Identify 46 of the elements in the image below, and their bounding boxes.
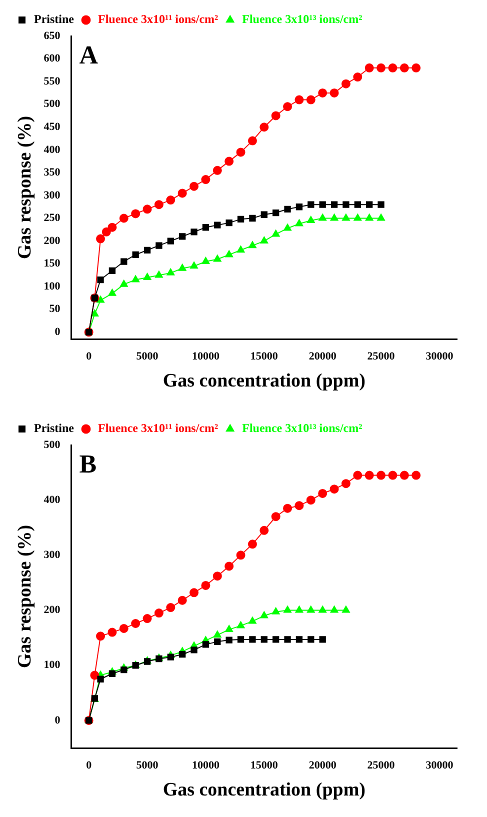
y-tick-label: 600 (44, 52, 61, 65)
x-tick-label: 25000 (367, 350, 396, 362)
x-tick-label: 0 (86, 350, 92, 362)
y-tick-label: 400 (44, 144, 61, 156)
legend-label: Pristine (34, 12, 75, 26)
legend-label: Fluence 3x10¹³ ions/cm² (242, 421, 363, 436)
x-tick-label: 15000 (250, 350, 278, 362)
y-tick-label: 300 (44, 549, 61, 562)
x-tick-label: 5000 (136, 350, 159, 362)
y-tick-label: 0 (54, 714, 61, 726)
y-tick-label: 300 (44, 189, 61, 202)
legend-label: Fluence 3x10¹³ ions/cm² (242, 12, 363, 26)
y-tick-label: 650 (44, 30, 61, 42)
x-tick-label: 0 (86, 759, 92, 772)
legend-label: Fluence 3x10¹¹ ions/cm² (98, 421, 219, 436)
x-tick-label: 20000 (308, 350, 337, 362)
annotation: A (79, 40, 98, 70)
legend-label: Pristine (34, 421, 75, 436)
x-tick-label: 10000 (192, 759, 220, 772)
y-axis-title: Gas response (%) (14, 524, 36, 668)
x-tick-label: 30000 (426, 350, 454, 362)
y-tick-label: 500 (44, 438, 61, 451)
y-tick-label: 150 (44, 258, 61, 270)
x-axis-title: Gas concentration (ppm) (162, 780, 366, 801)
y-tick-label: 450 (44, 120, 61, 133)
x-tick-label: 25000 (367, 759, 396, 772)
y-tick-label: 350 (44, 166, 61, 179)
x-tick-label: 20000 (308, 759, 337, 772)
y-tick-label: 0 (54, 326, 61, 338)
y-tick-label: 200 (44, 604, 61, 616)
x-tick-label: 10000 (192, 350, 220, 362)
y-axis-title: Gas response (%) (14, 116, 36, 260)
legend-label: Fluence 3x10¹¹ ions/cm² (98, 12, 219, 26)
y-tick-label: 100 (44, 280, 61, 292)
y-tick-label: 200 (44, 234, 61, 247)
x-tick-label: 5000 (136, 759, 159, 772)
x-tick-label: 15000 (250, 759, 278, 772)
y-tick-label: 50 (49, 303, 61, 316)
y-tick-label: 550 (44, 75, 61, 88)
y-tick-label: 500 (44, 98, 61, 110)
x-tick-label: 30000 (426, 759, 454, 772)
y-tick-label: 250 (44, 212, 61, 224)
x-axis-title: Gas concentration (ppm) (162, 370, 366, 392)
y-tick-label: 100 (44, 659, 61, 672)
y-tick-label: 400 (44, 494, 61, 506)
annotation: B (79, 450, 97, 479)
